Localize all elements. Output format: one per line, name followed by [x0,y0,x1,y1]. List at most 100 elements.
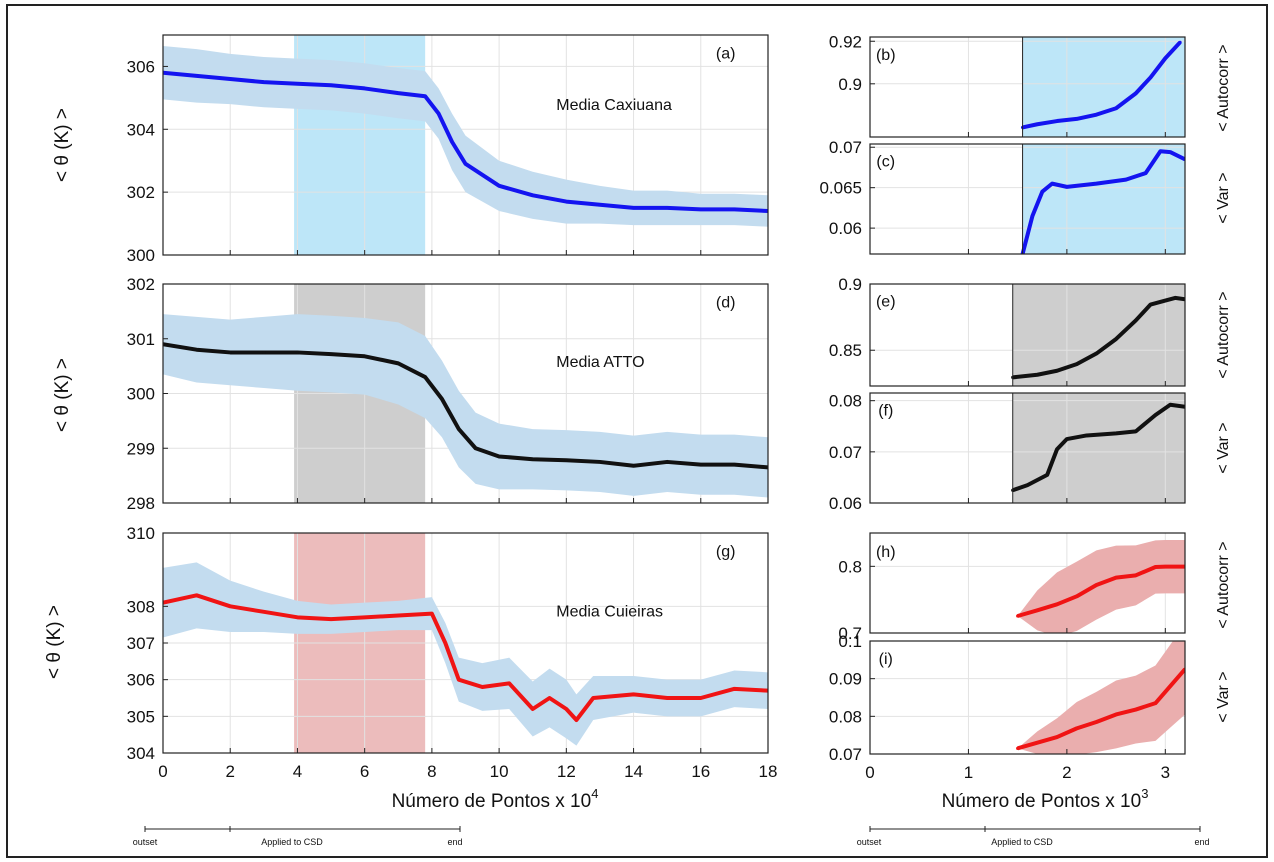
data-point-d [699,463,703,467]
data-point-g [732,687,736,691]
y-axis-label-a: < θ (K) > [52,108,73,182]
data-point-b [1163,56,1167,60]
data-point-e [1035,373,1039,377]
data-point-b [1035,122,1039,126]
uncertainty-band-g [163,562,768,746]
uncertainty-band-a [163,46,768,227]
data-point-f [1114,431,1118,436]
data-point-h [1035,608,1039,612]
data-point-g [665,696,669,700]
figure-frame [6,4,1268,858]
uncertainty-band-i [1017,641,1185,754]
data-point-d [473,446,478,450]
y-tick-label-i: 0.1 [838,632,862,651]
data-point-g [228,604,232,608]
panel-tag-c: (c) [876,154,895,171]
panel-c: 0.06 0.065 0.07 (c) < Var > [819,138,1232,255]
series-line-i [1017,667,1185,751]
data-point-a [497,184,501,188]
y-tick-label-a: 300 [127,246,155,265]
data-point-h [1016,614,1020,618]
data-point-b [1148,75,1153,80]
timeline-right-middle: Applied to CSD [991,837,1053,847]
data-point-g [631,692,636,696]
data-point-d [665,460,669,464]
x-tick-label-i: 0 [865,763,874,782]
x-tick-label-g: 6 [360,762,369,781]
data-point-f [1134,429,1138,433]
axes-frame-c [869,143,1186,255]
data-point-f [1045,473,1049,477]
data-point-i [1134,707,1138,712]
y-tick-label-e: 0.9 [838,275,862,294]
y-tick-label-c: 0.07 [829,138,862,157]
data-point-g [430,612,434,616]
x-tick-label-g: 12 [557,762,576,781]
panel-annotation-d: Media ATTO [556,354,644,371]
y-tick-label-g: 307 [127,634,155,653]
panel-d: 298 299 300 301 302 (d) Media ATTO < θ (K) > [52,275,769,513]
data-point-c [1124,177,1128,182]
data-point-d [363,354,367,358]
y-tick-label-h: 0.8 [838,557,862,576]
y-tick-label-i: 0.08 [829,707,862,726]
y-tick-label-g: 306 [127,671,155,690]
shaded-window-c [1022,144,1185,254]
y-tick-label-g: 310 [127,524,155,543]
data-point-d [531,457,535,461]
axes-frame-a [162,34,769,256]
data-point-e [1114,337,1118,341]
y-tick-label-d: 298 [127,494,155,513]
y-axis-label-i: < Var > [1215,671,1232,722]
y-tick-label-g: 308 [127,597,155,616]
x-tick-label-i: 2 [1062,763,1071,782]
data-point-b [1178,40,1182,44]
y-tick-label-h: 0.7 [838,624,862,643]
data-point-c [1065,185,1069,189]
y-tick-label-g: 305 [127,707,155,726]
data-point-e [1055,369,1059,373]
data-point-h [1094,583,1099,587]
data-point-i [1168,684,1172,688]
data-point-f [1055,447,1059,451]
panel-e: 0.85 0.9 (e) < Autocorr > [829,275,1232,387]
y-tick-label-b: 0.9 [838,75,862,94]
shaded-window-e [1012,284,1185,386]
data-point-d [396,361,400,365]
data-point-c [1030,214,1035,218]
timeline-right-start: outset [857,837,882,847]
panel-tag-d: (d) [716,295,736,312]
panel-tag-e: (e) [876,293,896,310]
x-tick-label-g: 18 [759,762,778,781]
data-point-a [423,94,427,98]
data-point-a [396,91,400,95]
x-axis-label-right: Número de Pontos x 103 [942,786,1149,812]
data-point-d [329,352,333,356]
data-point-b [1094,113,1099,117]
data-point-e [1173,296,1177,300]
data-point-h [1114,576,1118,580]
y-tick-label-i: 0.07 [829,745,862,764]
panel-annotation-g: Media Cuieiras [556,604,663,621]
y-tick-label-f: 0.06 [829,494,862,513]
panel-tag-h: (h) [876,544,896,561]
data-point-b [1114,106,1118,110]
data-point-d [457,427,461,431]
panel-annotation-a: Media Caxiuana [556,97,672,114]
data-point-g [457,678,461,682]
data-point-a [531,193,535,197]
data-point-a [450,140,454,144]
uncertainty-band-h [1017,540,1185,633]
y-tick-label-d: 301 [127,330,155,349]
data-point-a [631,206,636,210]
data-point-a [228,77,232,81]
data-point-h [1153,565,1158,569]
data-point-g [699,696,703,700]
panel-b: 0.9 0.92 (b) < Autocorr > [829,32,1232,138]
data-point-d [195,348,199,352]
data-point-g [195,593,199,597]
data-point-g [295,615,300,619]
y-tick-label-f: 0.08 [829,392,862,411]
data-point-g [591,696,595,700]
